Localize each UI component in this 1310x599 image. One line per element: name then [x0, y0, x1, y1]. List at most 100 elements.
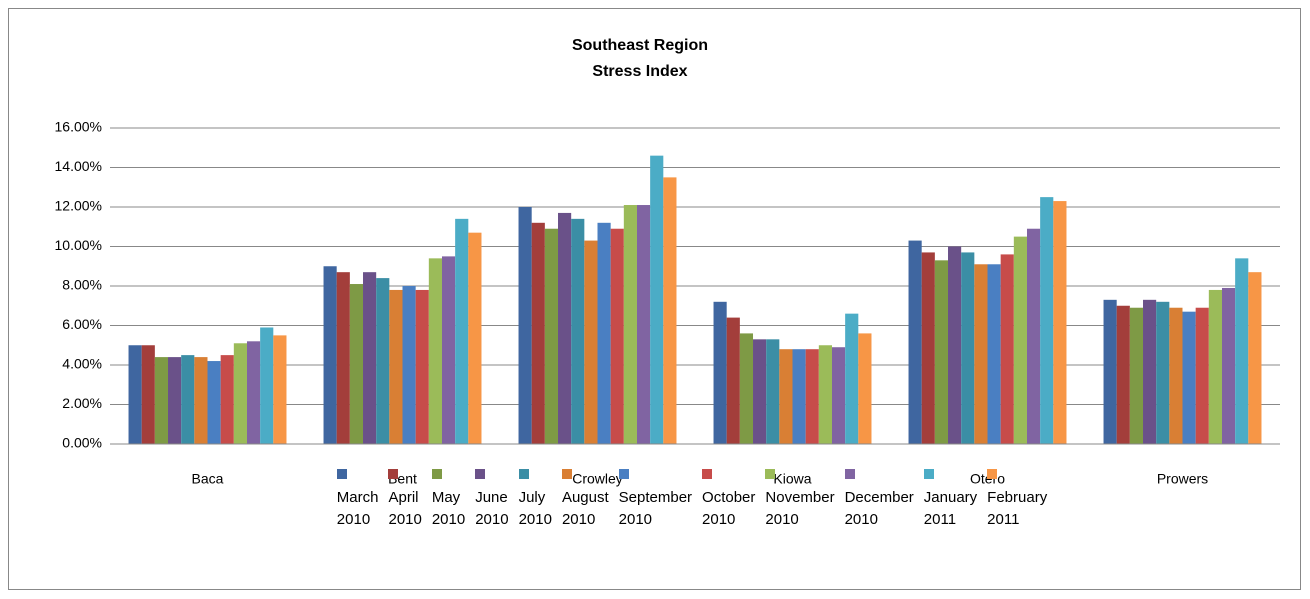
legend-item: June 2010: [475, 465, 509, 531]
legend-swatch: [923, 469, 934, 479]
bar: [518, 207, 532, 444]
bar: [726, 317, 740, 444]
legend-item: May 2010: [431, 465, 466, 531]
bar: [246, 341, 261, 444]
legend-item: March 2010: [336, 465, 379, 531]
bar: [1103, 299, 1117, 444]
bar: [1156, 301, 1170, 444]
bar: [766, 339, 780, 444]
bar: [1248, 272, 1262, 444]
bar: [1116, 305, 1130, 444]
legend-swatch: [518, 469, 529, 479]
legend-item: July 2010: [518, 465, 552, 531]
bar: [713, 301, 727, 444]
bar: [1143, 299, 1157, 444]
legend-label: August 2010: [561, 489, 609, 528]
legend-item: October 2010: [702, 465, 755, 531]
bar: [987, 264, 1001, 444]
bar: [1182, 311, 1196, 444]
legend-label: October 2010: [702, 489, 756, 528]
bar: [1221, 287, 1236, 444]
x-tick-label: Prowers: [1157, 471, 1208, 487]
bar: [818, 345, 832, 444]
legend-item: September 2010: [618, 465, 693, 531]
bar: [402, 286, 416, 444]
bar: [948, 246, 962, 444]
legend-label: September 2010: [618, 489, 693, 528]
legend-item: April 2010: [388, 465, 422, 531]
x-tick-label: Kiowa: [773, 471, 811, 487]
bar: [441, 256, 456, 444]
bar: [260, 327, 274, 444]
bar: [531, 222, 545, 444]
bar: [623, 205, 637, 444]
y-tick-label: 8.00%: [62, 277, 102, 293]
bar: [363, 272, 377, 444]
legend-item: November 2010: [765, 465, 835, 531]
y-tick-label: 10.00%: [55, 237, 102, 253]
x-tick-label: Crowley: [572, 471, 623, 487]
legend-swatch: [475, 469, 486, 479]
legend: March 2010 April 2010 May 2010 June 2010 Jul…: [112, 448, 1272, 548]
legend-swatch: [388, 469, 399, 479]
bar: [597, 222, 611, 444]
bar: [141, 345, 155, 444]
bar: [1208, 289, 1222, 444]
bar: [168, 357, 182, 444]
legend-label: June 2010: [475, 489, 509, 528]
legend-swatch: [618, 469, 629, 479]
bar: [1235, 258, 1249, 444]
bar: [858, 333, 872, 444]
y-tick-label: 2.00%: [62, 395, 102, 411]
legend-item: February 2011: [987, 465, 1047, 531]
bar: [207, 361, 221, 444]
legend-label: May 2010: [431, 489, 466, 528]
bar: [154, 357, 169, 444]
y-tick-label: 14.00%: [55, 158, 102, 174]
bar: [336, 272, 350, 444]
bar: [1026, 228, 1041, 444]
legend-label: November 2010: [765, 489, 835, 528]
bar: [908, 240, 922, 444]
bar: [845, 313, 859, 444]
bar: [389, 289, 403, 444]
bar: [650, 155, 664, 444]
bar: [934, 260, 949, 444]
bar: [1013, 236, 1027, 444]
x-tick-label: Baca: [192, 471, 224, 487]
y-tick-label: 12.00%: [55, 198, 102, 214]
legend-label: July 2010: [518, 489, 552, 528]
legend-swatch: [431, 469, 442, 479]
bar: [961, 252, 975, 444]
bar: [544, 228, 559, 444]
legend-label: February 2011: [987, 489, 1048, 528]
bar: [1000, 254, 1014, 444]
bar: [974, 264, 988, 444]
legend-item: December 2010: [844, 465, 914, 531]
bar: [1195, 307, 1209, 444]
y-tick-label: 6.00%: [62, 316, 102, 332]
bar: [220, 355, 234, 444]
bar: [584, 240, 598, 444]
legend-label: December 2010: [844, 489, 914, 528]
legend-swatch: [336, 469, 347, 479]
bar: [181, 355, 195, 444]
legend-label: April 2010: [388, 489, 422, 528]
bar: [636, 205, 651, 444]
bar: [571, 218, 585, 444]
bar: [273, 335, 287, 444]
legend-swatch: [561, 469, 572, 479]
bar: [779, 349, 793, 444]
bar: [349, 284, 364, 444]
bar: [233, 343, 247, 444]
bar: [1129, 307, 1144, 444]
legend-label: March 2010: [336, 489, 379, 528]
bar: [558, 212, 572, 444]
bar: [194, 357, 208, 444]
bar: [610, 228, 624, 444]
legend-swatch: [702, 469, 713, 479]
bar: [428, 258, 442, 444]
bar: [753, 339, 767, 444]
